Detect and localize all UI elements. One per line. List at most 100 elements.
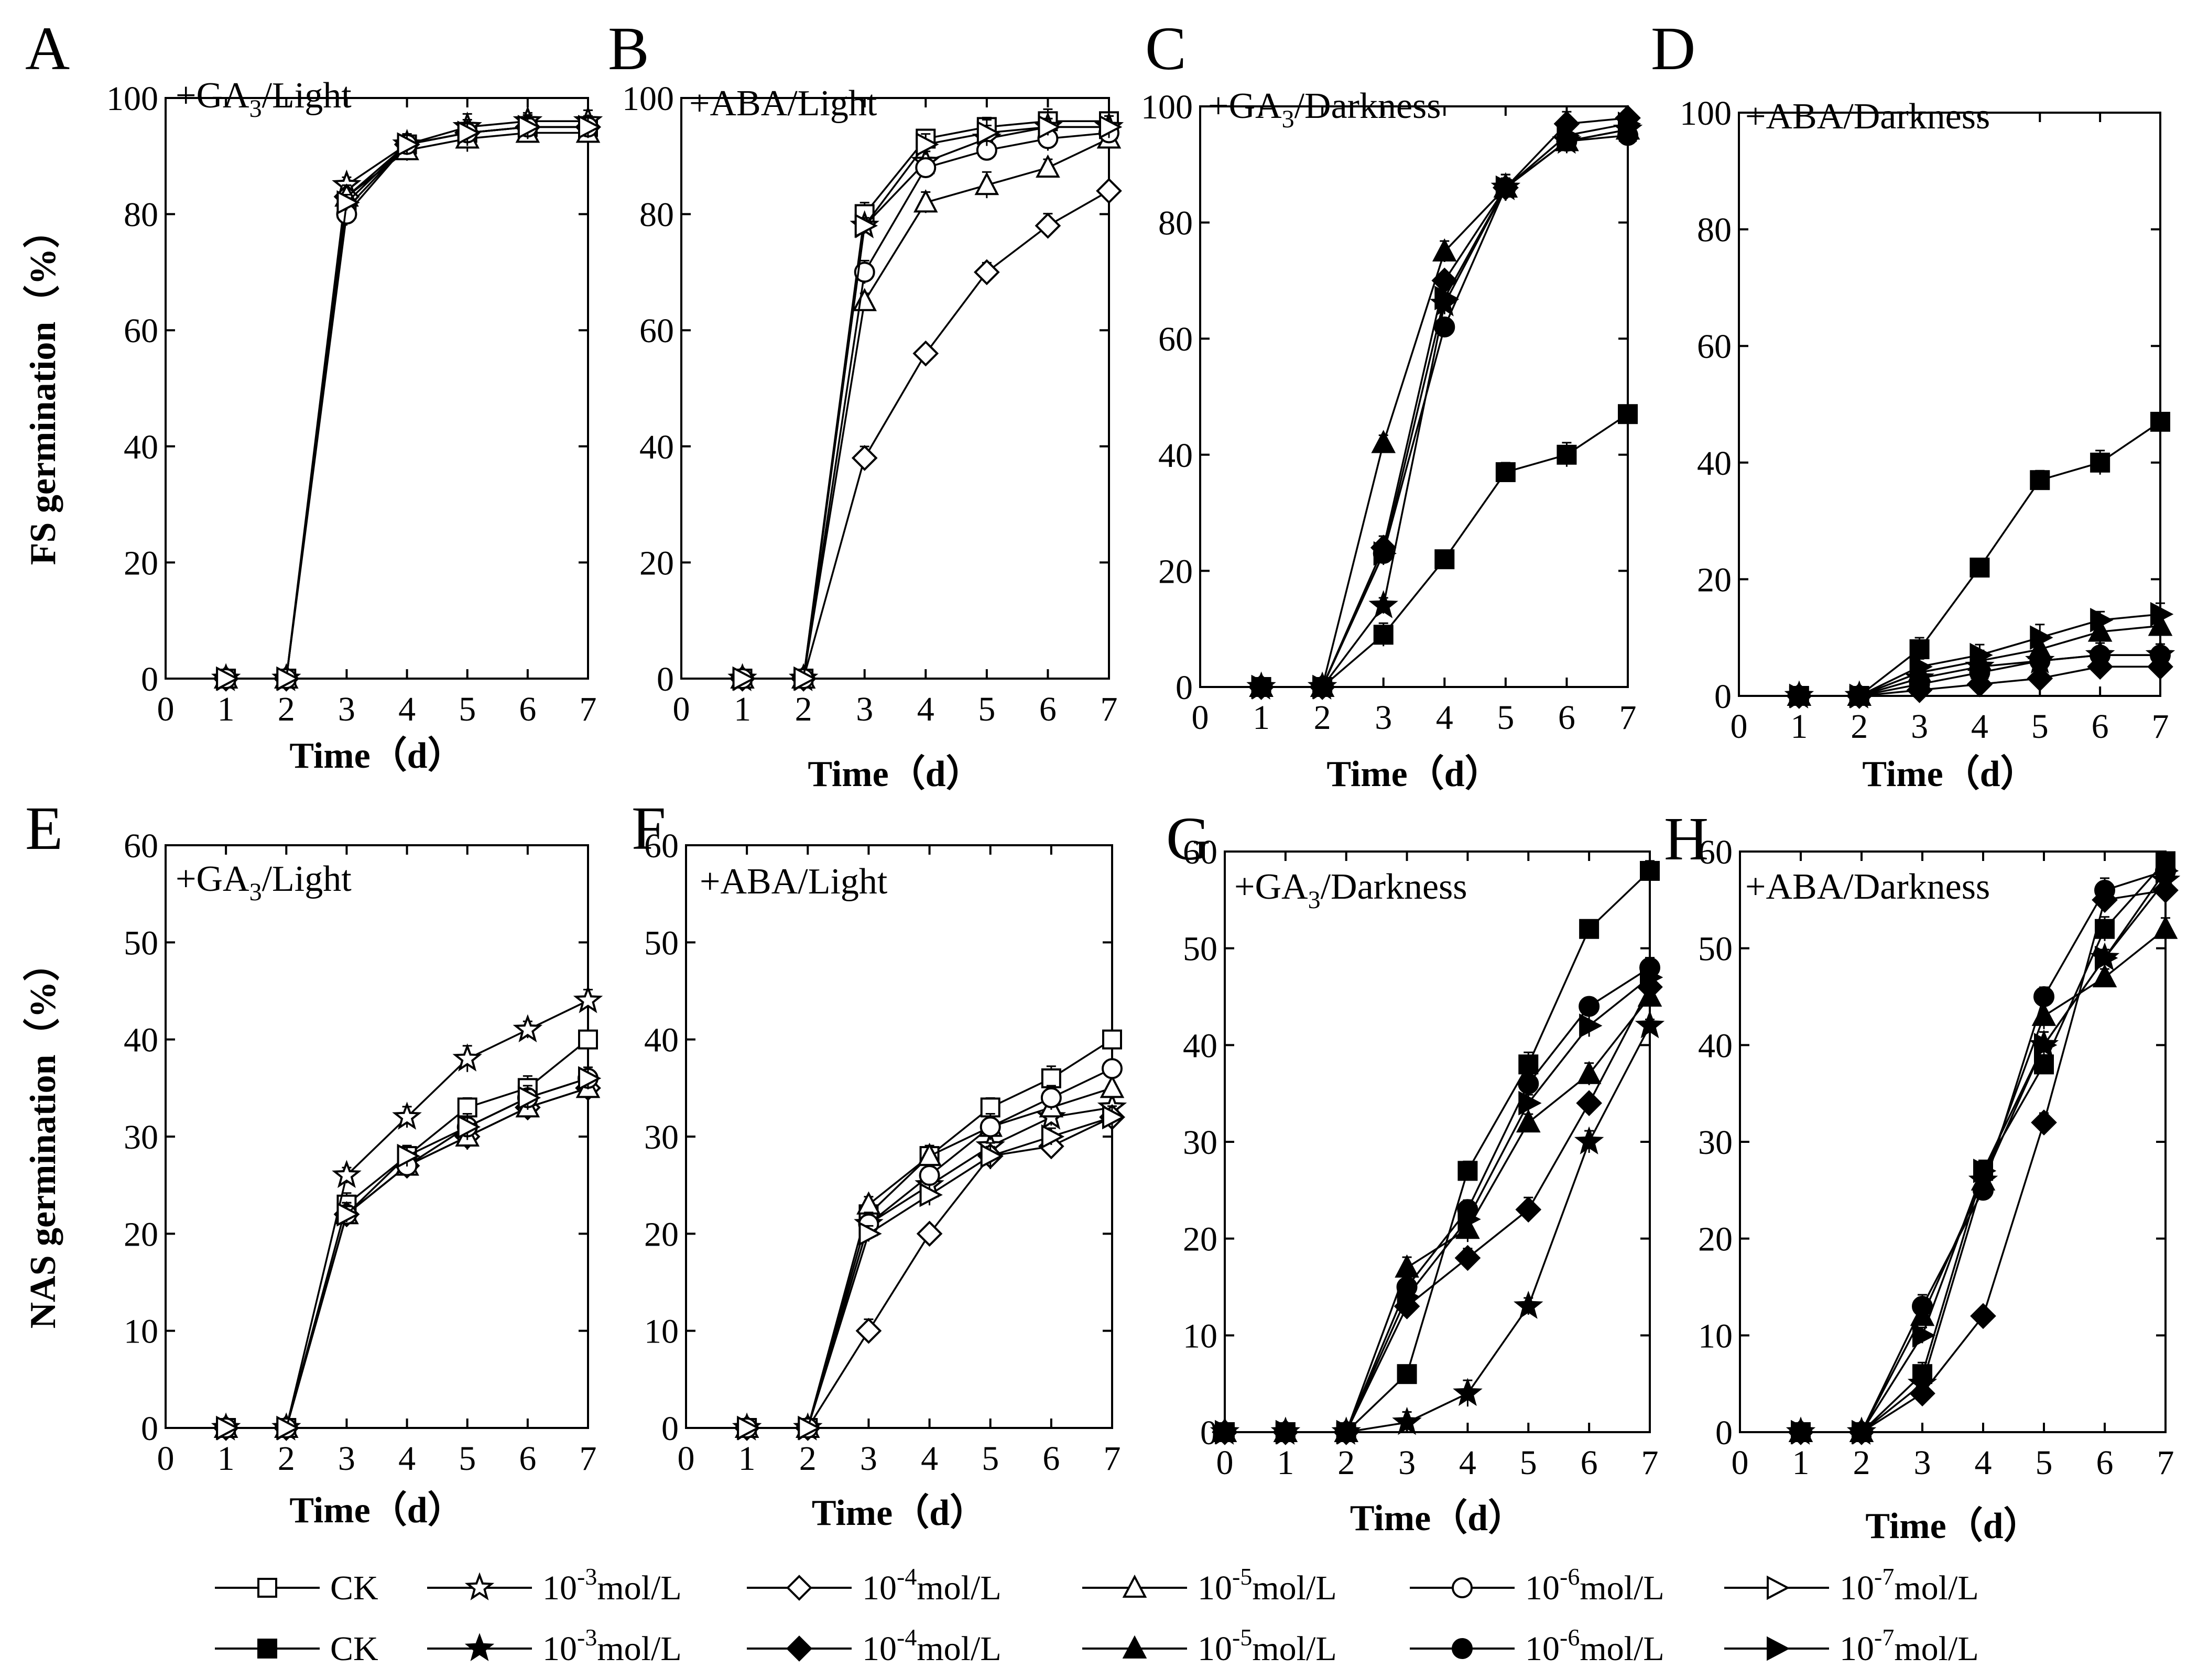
x-tick-label: 3 — [338, 690, 355, 728]
y-tick-label: 80 — [639, 196, 674, 234]
data-point — [2031, 1109, 2057, 1136]
panel-letter: G — [1166, 804, 1211, 873]
data-point — [216, 666, 240, 691]
data-point — [336, 190, 360, 215]
data-point — [457, 121, 481, 145]
x-tick-label: 5 — [459, 1439, 476, 1478]
data-point — [1574, 1126, 1604, 1155]
series-triangle-right — [737, 1105, 1126, 1441]
treatment-annotation: +GA3/Light — [176, 75, 352, 123]
legend-marker — [786, 1635, 812, 1662]
x-tick-label: 6 — [1581, 1444, 1598, 1482]
y-tick-label: 100 — [1680, 94, 1732, 133]
legend-marker — [1122, 1635, 1147, 1659]
data-point — [1579, 1013, 1603, 1038]
x-tick-label: 0 — [1732, 1444, 1749, 1482]
data-point — [855, 1317, 882, 1344]
data-point — [974, 171, 999, 195]
x-tick-label: 5 — [978, 690, 995, 728]
series-triangle-right — [216, 1066, 602, 1441]
y-tick-label: 0 — [661, 1410, 679, 1448]
treatment-annotation: +ABA/Darkness — [1745, 867, 1990, 907]
legend-label: 10-3mol/L — [542, 1563, 682, 1607]
data-point — [916, 1220, 943, 1247]
data-point — [2033, 986, 2054, 1007]
y-tick-label: 10 — [1183, 1317, 1217, 1355]
y-tick-label: 10 — [124, 1313, 158, 1351]
panel-f: F 0 1 2 3 4 5 6 7 0 10 20 30 40 50 60 Time（d） +ABA/Light — [632, 794, 1127, 1533]
panel-letter: D — [1651, 14, 1695, 83]
legend: CK 10-3mol/L 10-4mol/L 10-5mol/L 10-6mol/L 10… — [215, 1563, 1979, 1668]
legend-marker — [464, 1572, 495, 1601]
y-tick-label: 10 — [644, 1313, 679, 1351]
data-point — [1099, 115, 1123, 139]
data-point — [2150, 645, 2171, 666]
x-tick-label: 4 — [1459, 1444, 1476, 1482]
legend-marker — [786, 1575, 812, 1601]
data-point — [1434, 286, 1458, 310]
data-point — [1096, 178, 1122, 204]
y-tick-label: 60 — [124, 312, 158, 350]
x-tick-label: 7 — [1619, 699, 1637, 737]
data-point — [1618, 404, 1638, 424]
data-point — [2027, 665, 2053, 692]
y-tick-label: 20 — [124, 544, 158, 582]
legend-label: CK — [330, 1569, 378, 1607]
x-tick-label: 6 — [1558, 699, 1575, 737]
data-point — [917, 1142, 942, 1166]
x-tick-label: 2 — [278, 690, 295, 728]
data-point — [2094, 879, 2115, 901]
treatment-annotation: +ABA/Light — [700, 861, 888, 902]
data-point — [2090, 607, 2114, 632]
data-point — [976, 121, 1000, 145]
data-point — [276, 1415, 300, 1441]
data-point — [1557, 123, 1580, 148]
x-tick-label: 5 — [1497, 699, 1514, 737]
x-tick-label: 0 — [157, 690, 175, 728]
data-point — [854, 213, 878, 238]
data-point — [2030, 470, 2050, 490]
data-point — [1518, 1090, 1542, 1116]
data-point — [1579, 996, 1600, 1017]
x-tick-label: 7 — [1101, 690, 1118, 728]
x-axis-title: Time（d） — [1862, 754, 2037, 794]
data-point — [1849, 683, 1873, 708]
data-point — [1336, 1420, 1360, 1445]
series-triangle-right — [732, 115, 1123, 691]
y-tick-label: 40 — [1698, 1027, 1733, 1065]
panel-letter: F — [632, 794, 666, 863]
data-point — [980, 1143, 1004, 1169]
data-point — [858, 1221, 882, 1246]
data-point — [1852, 1420, 1875, 1445]
data-point — [1102, 1105, 1126, 1130]
y-tick-label: 40 — [644, 1021, 679, 1060]
legend-marker — [257, 1578, 277, 1598]
data-point — [578, 1066, 602, 1091]
series-triangle-right — [216, 115, 602, 691]
y-tick-label: 0 — [141, 1410, 158, 1448]
data-point — [1912, 1295, 1933, 1317]
x-tick-label: 0 — [673, 690, 690, 728]
x-tick-label: 3 — [1911, 707, 1928, 746]
series-triangle-right — [1251, 111, 1641, 700]
data-point — [276, 666, 300, 691]
data-point — [1312, 674, 1336, 700]
data-point — [578, 115, 602, 139]
y-tick-label: 30 — [124, 1118, 158, 1157]
y-tick-label: 0 — [141, 660, 158, 699]
legend-item: 10-7mol/L — [1724, 1563, 1979, 1607]
panel-letter: B — [608, 14, 649, 83]
data-point — [1516, 1109, 1541, 1133]
legend-item: 10-6mol/L — [1410, 1563, 1664, 1607]
x-tick-label: 1 — [1253, 699, 1270, 737]
data-point — [913, 189, 938, 213]
x-tick-label: 2 — [1851, 707, 1868, 746]
y-tick-label: 20 — [644, 1215, 679, 1253]
plot-frame — [680, 97, 1110, 680]
data-point — [1368, 590, 1398, 618]
series-triangle-right — [1789, 602, 2174, 708]
data-point — [1637, 983, 1662, 1007]
data-point — [397, 132, 420, 157]
y-tick-label: 80 — [1158, 204, 1193, 243]
